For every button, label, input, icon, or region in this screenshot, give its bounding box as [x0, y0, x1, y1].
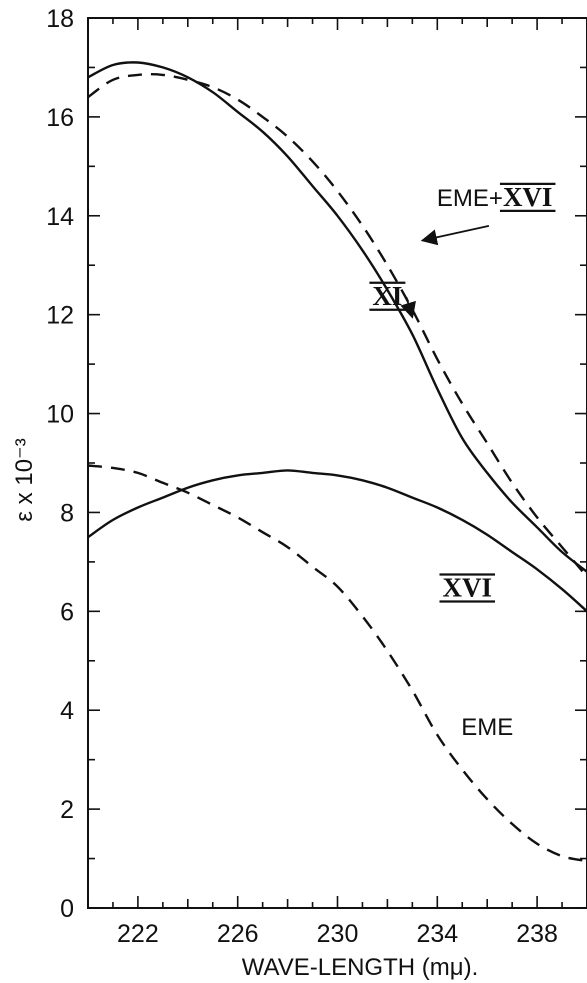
- annotation-label: XI: [369, 281, 416, 319]
- annotation-roman: XI: [372, 281, 402, 311]
- x-tick-label: 230: [317, 920, 359, 948]
- y-tick-label: 12: [46, 302, 74, 330]
- plot-frame: [87, 17, 587, 909]
- y-axis-title: ε x 10⁻³: [11, 438, 38, 521]
- annotation-text: XI: [372, 281, 402, 311]
- annotation-text: XVI: [442, 573, 492, 603]
- annotation-roman: XVI: [503, 182, 553, 212]
- annotation-text: EME+XVI: [437, 182, 553, 212]
- x-axis-title: WAVE-LENGTH (mμ).: [242, 954, 478, 981]
- y-tick-label: 2: [60, 796, 74, 824]
- y-tick-label: 16: [46, 104, 74, 132]
- annotation-prefix: EME: [461, 714, 513, 741]
- y-tick-label: 0: [60, 895, 74, 923]
- annotation-label: XVI: [439, 573, 495, 603]
- y-tick-label: 4: [60, 697, 74, 725]
- y-tick-label: 18: [46, 5, 74, 33]
- annotation-arrow: [400, 297, 416, 319]
- series-line-eme-xvi: [87, 73, 587, 578]
- x-tick-label: 234: [416, 920, 458, 948]
- y-tick-label: 14: [46, 203, 74, 231]
- annotation-label: EME: [461, 714, 513, 741]
- annotation-prefix: EME+: [437, 185, 503, 212]
- x-tick-label: 226: [217, 920, 259, 948]
- annotation-label: EME+XVI: [420, 182, 556, 246]
- x-tick-label: 222: [117, 920, 159, 948]
- annotation-arrow: [420, 225, 490, 246]
- ticks: 0 2 4 6 8 10 12 14 16 18 222 226 230 234 238: [46, 5, 587, 948]
- annotation-text: EME: [461, 714, 513, 741]
- y-tick-label: 6: [60, 598, 74, 626]
- annotation-roman: XVI: [442, 573, 492, 603]
- y-tick-label: 10: [46, 401, 74, 429]
- y-tick-label: 8: [60, 499, 74, 527]
- series-line-eme: [87, 464, 587, 863]
- series-lines: [87, 61, 587, 863]
- series-line-xi: [87, 61, 587, 573]
- axes: [87, 17, 587, 909]
- x-tick-label: 238: [516, 920, 558, 948]
- series-line-xvi: [87, 469, 587, 613]
